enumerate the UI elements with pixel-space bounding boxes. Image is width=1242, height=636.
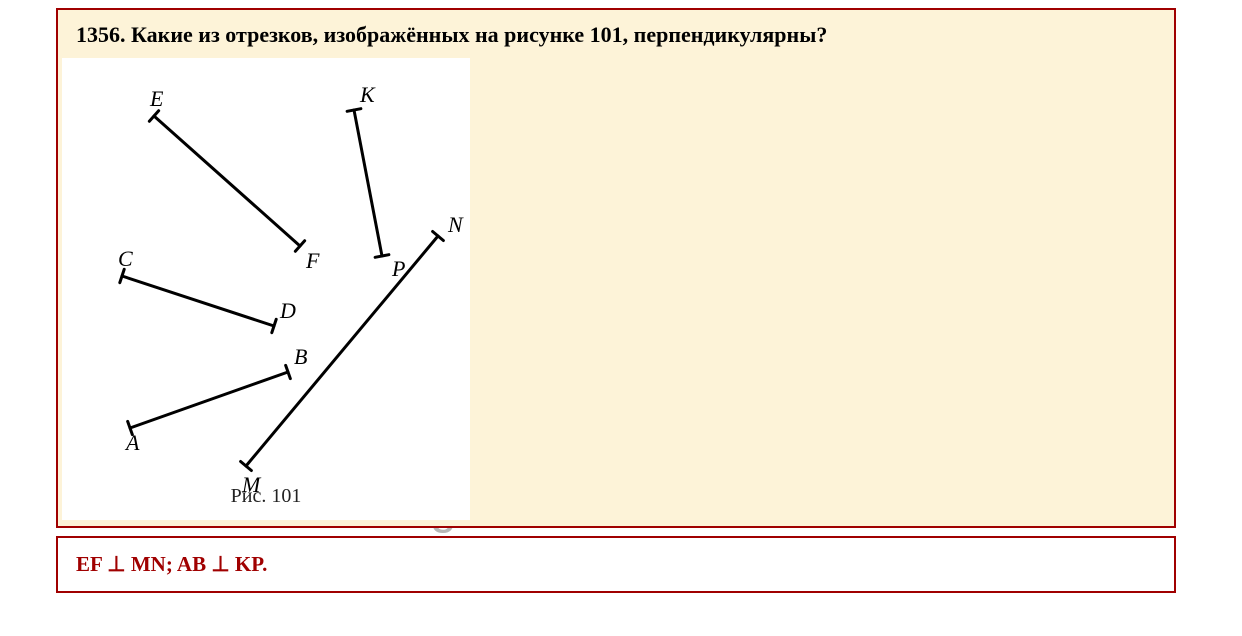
point-label-N: N [447,212,464,237]
segment-EF [154,116,300,246]
segment-tick [375,255,389,258]
point-label-A: A [124,430,140,455]
figure-svg: EFKPCDABMN [62,58,470,520]
answer-text: EF ⊥ MN; AB ⊥ KP. [76,552,1156,577]
point-label-B: B [294,344,307,369]
segment-CD [122,276,274,326]
point-label-F: F [305,248,320,273]
question-text: 1356. Какие из отрезков, изображённых на… [76,22,1156,48]
point-label-D: D [279,298,296,323]
point-label-K: K [359,82,376,107]
segment-MN [246,236,438,466]
problem-question: Какие из отрезков, изображённых на рисун… [131,22,827,47]
segment-KP [354,110,382,256]
segment-tick [120,269,124,282]
segment-tick [347,109,361,112]
figure-caption: Рис. 101 [62,485,470,508]
content-wrap: 1356. Какие из отрезков, изображённых на… [56,8,1176,593]
answer-box: EF ⊥ MN; AB ⊥ KP. [56,536,1176,593]
problem-box: 1356. Какие из отрезков, изображённых на… [56,8,1176,528]
segment-AB [130,372,288,428]
figure-area: EFKPCDABMN Рис. 101 [62,58,470,520]
point-label-E: E [149,86,164,111]
problem-number: 1356. [76,22,126,47]
point-label-C: C [118,246,133,271]
segment-tick [272,319,276,332]
